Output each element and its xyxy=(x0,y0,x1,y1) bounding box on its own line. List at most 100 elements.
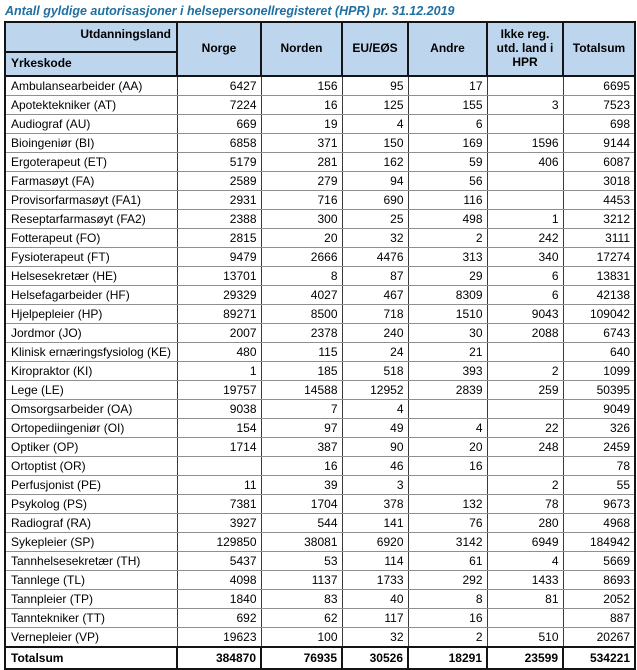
cell-value: 16 xyxy=(260,95,343,115)
cell-value: 154 xyxy=(176,418,262,438)
cell-value: 141 xyxy=(341,513,409,533)
cell-value: 3111 xyxy=(562,228,636,248)
cell-value: 40 xyxy=(341,589,409,609)
cell-value xyxy=(486,342,564,362)
table-row: Reseptarfarmasøyt (FA2) 2388 300 25 498 1 3212 xyxy=(4,209,636,229)
cell-value: 61 xyxy=(407,551,488,571)
row-label: Tannhelsesekretær (TH) xyxy=(4,551,178,571)
row-label: Provisorfarmasøyt (FA1) xyxy=(4,190,178,210)
cell-value: 4027 xyxy=(260,285,343,305)
total-ikke-reg-utd: 23599 xyxy=(486,646,564,670)
cell-value: 7381 xyxy=(176,494,262,514)
cell-value: 1433 xyxy=(486,570,564,590)
cell-value: 2931 xyxy=(176,190,262,210)
cell-value: 9043 xyxy=(486,304,564,324)
cell-value: 185 xyxy=(260,361,343,381)
corner-label-yrkeskode: Yrkeskode xyxy=(11,56,72,71)
row-label: Fotterapeut (FO) xyxy=(4,228,178,248)
cell-value: 46 xyxy=(341,456,409,476)
cell-value: 62 xyxy=(260,608,343,628)
cell-value: 2007 xyxy=(176,323,262,343)
table-row: Helsefagarbeider (HF) 29329 4027 467 8309 6 42… xyxy=(4,285,636,305)
cell-value: 90 xyxy=(341,437,409,457)
cell-value xyxy=(486,114,564,134)
cell-value: 242 xyxy=(486,228,564,248)
row-label: Sykepleier (SP) xyxy=(4,532,178,552)
cell-value: 50395 xyxy=(562,380,636,400)
cell-value: 4 xyxy=(486,551,564,571)
cell-value: 19 xyxy=(260,114,343,134)
cell-value: 150 xyxy=(341,133,409,153)
cell-value: 132 xyxy=(407,494,488,514)
cell-value: 6 xyxy=(486,266,564,286)
table-row: Vernepleier (VP) 19623 100 32 2 510 20267 xyxy=(4,627,636,648)
table-row: Fysioterapeut (FT) 9479 2666 4476 313 340 1727… xyxy=(4,247,636,267)
table-row: Hjelpepleier (HP) 89271 8500 718 1510 9043 109… xyxy=(4,304,636,324)
total-andre: 18291 xyxy=(407,646,488,670)
cell-value: 16 xyxy=(260,456,343,476)
table-row: Helsesekretær (HE) 13701 8 87 29 6 13831 xyxy=(4,266,636,286)
table-row: Optiker (OP) 1714 387 90 20 248 2459 xyxy=(4,437,636,457)
row-label: Tannpleier (TP) xyxy=(4,589,178,609)
cell-value: 21 xyxy=(407,342,488,362)
cell-value: 17274 xyxy=(562,247,636,267)
cell-value: 89271 xyxy=(176,304,262,324)
cell-value: 56 xyxy=(407,171,488,191)
cell-value: 12952 xyxy=(341,380,409,400)
cell-value: 1733 xyxy=(341,570,409,590)
cell-value: 32 xyxy=(341,627,409,648)
cell-value: 406 xyxy=(486,152,564,172)
cell-value: 1714 xyxy=(176,437,262,457)
cell-value xyxy=(486,190,564,210)
cell-value: 16 xyxy=(407,608,488,628)
row-label: Jordmor (JO) xyxy=(4,323,178,343)
cell-value: 9038 xyxy=(176,399,262,419)
cell-value: 7523 xyxy=(562,95,636,115)
cell-value: 371 xyxy=(260,133,343,153)
row-label: Vernepleier (VP) xyxy=(4,627,178,648)
cell-value: 115 xyxy=(260,342,343,362)
cell-value: 100 xyxy=(260,627,343,648)
cell-value: 184942 xyxy=(562,532,636,552)
cell-value: 8 xyxy=(260,266,343,286)
cell-value: 1840 xyxy=(176,589,262,609)
table-row: Apotektekniker (AT) 7224 16 125 155 3 7523 xyxy=(4,95,636,115)
cell-value: 155 xyxy=(407,95,488,115)
corner-label-utdanningsland: Utdanningsland xyxy=(80,27,171,41)
cell-value: 20 xyxy=(260,228,343,248)
cell-value: 2839 xyxy=(407,380,488,400)
cell-value: 544 xyxy=(260,513,343,533)
cell-value: 22 xyxy=(486,418,564,438)
table-row: Psykolog (PS) 7381 1704 378 132 78 9673 xyxy=(4,494,636,514)
cell-value: 4 xyxy=(407,418,488,438)
cell-value: 8693 xyxy=(562,570,636,590)
cell-value: 9673 xyxy=(562,494,636,514)
cell-value: 25 xyxy=(341,209,409,229)
cell-value: 2 xyxy=(407,228,488,248)
col-header-ikke-reg-utd: Ikke reg. utd. land i HPR xyxy=(486,21,564,77)
total-totalsum: 534221 xyxy=(562,646,636,670)
cell-value: 6743 xyxy=(562,323,636,343)
table-row: Ambulansearbeider (AA) 6427 156 95 17 6695 xyxy=(4,75,636,96)
cell-value: 393 xyxy=(407,361,488,381)
cell-value: 32 xyxy=(341,228,409,248)
cell-value: 1099 xyxy=(562,361,636,381)
row-label: Reseptarfarmasøyt (FA2) xyxy=(4,209,178,229)
cell-value: 698 xyxy=(562,114,636,134)
cell-value: 3018 xyxy=(562,171,636,191)
cell-value: 78 xyxy=(486,494,564,514)
cell-value: 3212 xyxy=(562,209,636,229)
hpr-authorizations-table: Utdanningsland Yrkeskode Norge Norden EU… xyxy=(4,21,636,670)
table-row: Ergoterapeut (ET) 5179 281 162 59 406 6087 xyxy=(4,152,636,172)
cell-value: 42138 xyxy=(562,285,636,305)
cell-value: 259 xyxy=(486,380,564,400)
cell-value: 16 xyxy=(407,456,488,476)
cell-value: 6858 xyxy=(176,133,262,153)
cell-value: 8 xyxy=(407,589,488,609)
cell-value: 2666 xyxy=(260,247,343,267)
cell-value: 640 xyxy=(562,342,636,362)
row-label: Farmasøyt (FA) xyxy=(4,171,178,191)
cell-value: 8309 xyxy=(407,285,488,305)
col-header-norge: Norge xyxy=(176,21,262,77)
row-label: Kiropraktor (KI) xyxy=(4,361,178,381)
